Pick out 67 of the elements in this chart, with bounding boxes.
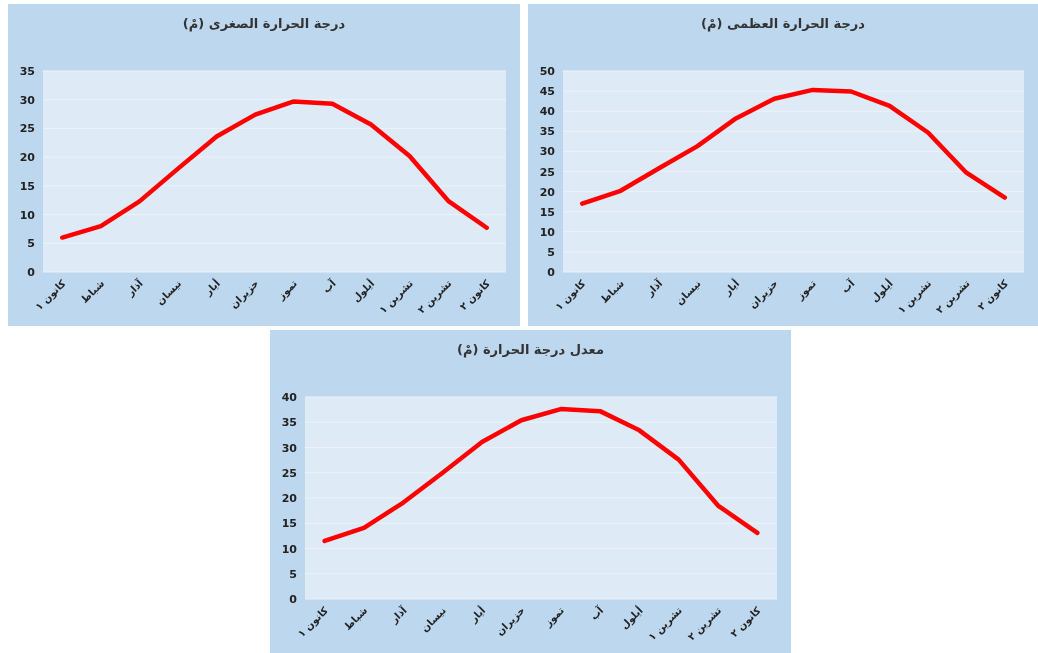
x-tick-label: آذار bbox=[123, 276, 146, 300]
x-tick-label: تشرين ٢ bbox=[685, 604, 725, 644]
y-tick-label: 10 bbox=[19, 208, 36, 222]
y-tick-label: 30 bbox=[539, 145, 556, 159]
x-tick-label: نيسان bbox=[673, 277, 703, 307]
x-tick-label: تشرين ١ bbox=[895, 277, 935, 317]
y-tick-label: 40 bbox=[281, 391, 298, 404]
x-tick-label: نيسان bbox=[154, 277, 184, 307]
y-tick-label: 50 bbox=[539, 65, 556, 78]
y-tick-label: 20 bbox=[539, 185, 556, 199]
x-tick-label: أيار bbox=[720, 276, 742, 299]
x-tick-label: حزيران bbox=[746, 277, 781, 312]
y-tick-label: 10 bbox=[281, 542, 298, 556]
y-tick-label: 35 bbox=[19, 65, 35, 78]
x-tick-label: تشرين ٢ bbox=[933, 277, 973, 317]
y-tick-label: 20 bbox=[281, 492, 298, 505]
x-tick-label: حزيران bbox=[227, 277, 262, 312]
x-tick-label: تموز bbox=[793, 277, 819, 303]
x-tick-label: أيار bbox=[466, 603, 489, 626]
x-tick-label: تموز bbox=[274, 277, 301, 303]
x-tick-label: آذار bbox=[642, 276, 666, 300]
y-tick-label: 10 bbox=[539, 225, 556, 239]
y-tick-label: 30 bbox=[281, 441, 298, 455]
x-tick-label: أيلول bbox=[349, 276, 378, 305]
y-tick-label: 15 bbox=[19, 179, 35, 193]
x-tick-label: تشرين ١ bbox=[377, 277, 416, 317]
y-tick-label: 35 bbox=[281, 416, 297, 430]
y-tick-label: 5 bbox=[547, 245, 555, 259]
y-tick-label: 0 bbox=[27, 266, 36, 279]
y-tick-label: 0 bbox=[289, 593, 298, 606]
y-tick-label: 25 bbox=[19, 122, 35, 136]
y-tick-label: 0 bbox=[547, 266, 556, 279]
x-tick-label: آب bbox=[838, 276, 857, 295]
x-tick-label: أيار bbox=[201, 276, 223, 299]
x-tick-label: تشرين ٢ bbox=[415, 277, 455, 317]
chart-title: معدل درجة الحرارة (مْ) bbox=[457, 342, 604, 358]
y-tick-label: 40 bbox=[539, 105, 556, 119]
x-tick-label: كانون ٢ bbox=[728, 604, 764, 640]
y-tick-label: 15 bbox=[539, 205, 555, 219]
y-tick-label: 5 bbox=[27, 237, 35, 251]
x-tick-label: نيسان bbox=[418, 604, 449, 634]
x-tick-label: تموز bbox=[541, 604, 567, 630]
x-tick-label: كانون ١ bbox=[553, 277, 589, 313]
chart-title: درجة الحرارة الصغرى (مْ) bbox=[182, 16, 346, 32]
y-tick-label: 25 bbox=[281, 466, 297, 480]
x-tick-label: كانون ١ bbox=[33, 277, 69, 313]
chart-title: درجة الحرارة العظمى (مْ) bbox=[700, 16, 866, 32]
x-tick-label: كانون ١ bbox=[295, 604, 331, 640]
x-tick-label: آذار bbox=[387, 603, 410, 627]
x-tick-label: شباط bbox=[598, 277, 627, 306]
x-tick-label: أيلول bbox=[867, 276, 896, 305]
y-tick-label: 45 bbox=[539, 85, 555, 99]
x-tick-label: كانون ٢ bbox=[975, 277, 1012, 313]
x-tick-label: آب bbox=[319, 276, 339, 295]
x-tick-label: أيلول bbox=[617, 603, 646, 632]
x-tick-label: تشرين ١ bbox=[646, 604, 685, 644]
y-tick-label: 5 bbox=[289, 567, 297, 581]
x-tick-label: حزيران bbox=[493, 604, 528, 639]
x-tick-label: شباط bbox=[78, 277, 107, 306]
x-tick-label: كانون ٢ bbox=[457, 277, 493, 313]
y-tick-label: 35 bbox=[539, 125, 555, 139]
x-tick-label: آب bbox=[587, 603, 606, 622]
y-tick-label: 15 bbox=[281, 517, 297, 531]
x-tick-label: شباط bbox=[341, 604, 370, 633]
y-tick-label: 25 bbox=[539, 165, 555, 179]
y-tick-label: 30 bbox=[19, 93, 36, 107]
y-tick-label: 20 bbox=[19, 151, 36, 165]
